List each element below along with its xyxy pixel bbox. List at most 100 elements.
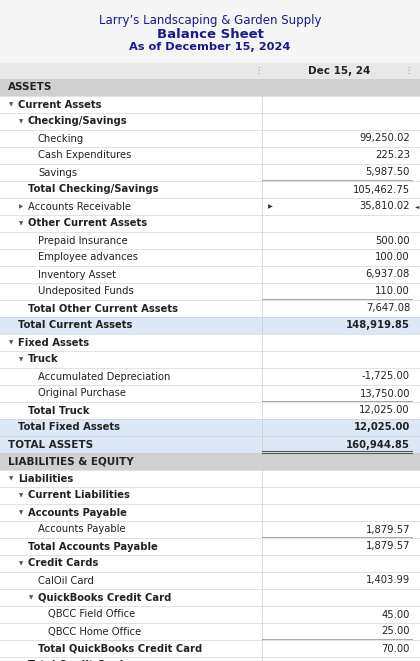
Text: 100.00: 100.00 <box>375 253 410 262</box>
Text: Checking/Savings: Checking/Savings <box>28 116 128 126</box>
Bar <box>0 504 420 521</box>
Text: Total Accounts Payable: Total Accounts Payable <box>28 541 158 551</box>
Bar <box>0 453 420 470</box>
Text: Checking: Checking <box>38 134 84 143</box>
Text: 70.00: 70.00 <box>382 644 410 654</box>
Bar <box>0 419 420 436</box>
Bar <box>0 538 420 555</box>
Text: Dec 15, 24: Dec 15, 24 <box>307 66 370 76</box>
Bar <box>0 436 420 453</box>
Bar <box>0 63 420 79</box>
Bar <box>0 317 420 334</box>
Text: 5,987.50: 5,987.50 <box>366 167 410 178</box>
Text: Accounts Payable: Accounts Payable <box>28 508 127 518</box>
Bar <box>0 385 420 402</box>
Text: 35,810.02: 35,810.02 <box>360 202 410 212</box>
Text: Employee advances: Employee advances <box>38 253 138 262</box>
Bar <box>0 198 420 215</box>
Text: 25.00: 25.00 <box>381 627 410 637</box>
Text: 1,879.57: 1,879.57 <box>365 524 410 535</box>
Text: ▼: ▼ <box>19 510 23 515</box>
Text: ⋮: ⋮ <box>254 67 262 75</box>
Text: ▶: ▶ <box>19 204 23 209</box>
Bar <box>0 555 420 572</box>
Text: ▼: ▼ <box>19 357 23 362</box>
Text: Liabilities: Liabilities <box>18 473 73 483</box>
Text: Inventory Asset: Inventory Asset <box>38 270 116 280</box>
Text: QBCC Home Office: QBCC Home Office <box>48 627 141 637</box>
Text: ◄: ◄ <box>415 204 419 209</box>
Bar <box>0 164 420 181</box>
Text: Cash Expenditures: Cash Expenditures <box>38 151 131 161</box>
Bar <box>0 266 420 283</box>
Text: ▼: ▼ <box>19 561 23 566</box>
Bar <box>0 623 420 640</box>
Text: Balance Sheet: Balance Sheet <box>157 28 263 41</box>
Text: -1,725.00: -1,725.00 <box>362 371 410 381</box>
Text: Total Other Current Assets: Total Other Current Assets <box>28 303 178 313</box>
Text: 105,462.75: 105,462.75 <box>353 184 410 194</box>
Bar <box>0 113 420 130</box>
Text: LIABILITIES & EQUITY: LIABILITIES & EQUITY <box>8 457 134 467</box>
Text: 6,937.08: 6,937.08 <box>366 270 410 280</box>
Text: Total Current Assets: Total Current Assets <box>18 321 132 330</box>
Text: QuickBooks Credit Card: QuickBooks Credit Card <box>38 592 171 602</box>
Bar <box>0 249 420 266</box>
Text: Prepaid Insurance: Prepaid Insurance <box>38 235 128 245</box>
Text: ▼: ▼ <box>19 119 23 124</box>
Text: 110.00: 110.00 <box>375 286 410 297</box>
Bar <box>0 657 420 661</box>
Text: 225.23: 225.23 <box>375 151 410 161</box>
Bar <box>0 334 420 351</box>
Text: TOTAL ASSETS: TOTAL ASSETS <box>8 440 93 449</box>
Text: Other Current Assets: Other Current Assets <box>28 219 147 229</box>
Bar <box>0 130 420 147</box>
Text: 500.00: 500.00 <box>375 235 410 245</box>
Bar <box>0 96 420 113</box>
Text: 160,944.85: 160,944.85 <box>346 440 410 449</box>
Text: Credit Cards: Credit Cards <box>28 559 98 568</box>
Bar <box>0 521 420 538</box>
Bar <box>0 215 420 232</box>
Text: 1,403.99: 1,403.99 <box>366 576 410 586</box>
Bar <box>0 147 420 164</box>
Text: Savings: Savings <box>38 167 77 178</box>
Text: 1,879.57: 1,879.57 <box>365 541 410 551</box>
Text: Current Liabilities: Current Liabilities <box>28 490 130 500</box>
Text: 12,025.00: 12,025.00 <box>354 422 410 432</box>
Text: As of December 15, 2024: As of December 15, 2024 <box>129 42 291 52</box>
Bar <box>0 572 420 589</box>
Text: 148,919.85: 148,919.85 <box>346 321 410 330</box>
Text: ASSETS: ASSETS <box>8 83 52 93</box>
Text: 7,647.08: 7,647.08 <box>366 303 410 313</box>
Text: Accounts Payable: Accounts Payable <box>38 524 126 535</box>
Bar <box>0 402 420 419</box>
Text: ▼: ▼ <box>29 595 33 600</box>
Text: Original Purchase: Original Purchase <box>38 389 126 399</box>
Bar <box>0 368 420 385</box>
Bar <box>0 181 420 198</box>
Text: CalOil Card: CalOil Card <box>38 576 94 586</box>
Text: Accumulated Depreciation: Accumulated Depreciation <box>38 371 171 381</box>
Text: Larry’s Landscaping & Garden Supply: Larry’s Landscaping & Garden Supply <box>99 14 321 27</box>
Text: 12,025.00: 12,025.00 <box>360 405 410 416</box>
Text: Total Truck: Total Truck <box>28 405 89 416</box>
Bar <box>0 283 420 300</box>
Text: QBCC Field Office: QBCC Field Office <box>48 609 135 619</box>
Text: ▼: ▼ <box>9 340 13 345</box>
Bar <box>0 606 420 623</box>
Text: Total QuickBooks Credit Card: Total QuickBooks Credit Card <box>38 644 202 654</box>
Text: 45.00: 45.00 <box>382 609 410 619</box>
Text: ▼: ▼ <box>19 493 23 498</box>
Bar <box>0 487 420 504</box>
Bar <box>0 470 420 487</box>
Text: 13,750.00: 13,750.00 <box>360 389 410 399</box>
Text: Accounts Receivable: Accounts Receivable <box>28 202 131 212</box>
Text: Undeposited Funds: Undeposited Funds <box>38 286 134 297</box>
Text: ▼: ▼ <box>9 102 13 107</box>
Bar <box>0 351 420 368</box>
Text: Total Fixed Assets: Total Fixed Assets <box>18 422 120 432</box>
Text: 99,250.02: 99,250.02 <box>359 134 410 143</box>
Bar <box>0 232 420 249</box>
Bar <box>0 79 420 96</box>
